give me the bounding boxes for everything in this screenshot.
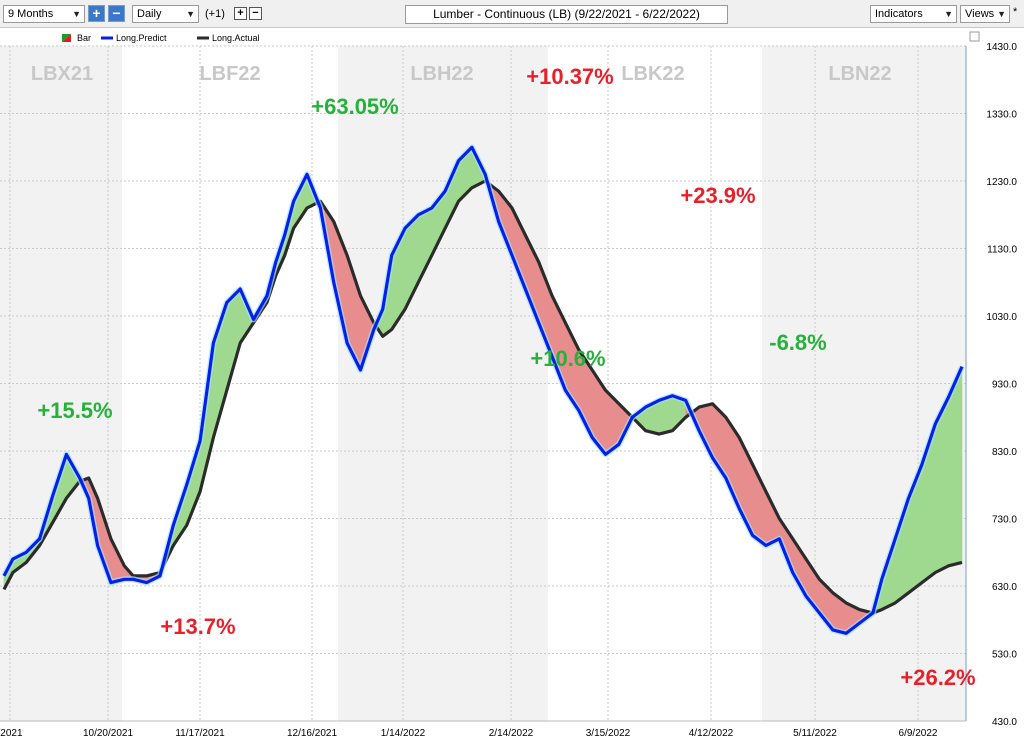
zoom-in-button[interactable]: + (88, 5, 105, 22)
gain-annotation: +23.9% (680, 183, 755, 208)
scroll-corner (969, 31, 980, 42)
chevron-down-icon: ▼ (944, 9, 953, 19)
legend: Bar Long.Predict Long.Actual (62, 33, 260, 43)
x-tick-label: 4/12/2022 (689, 728, 734, 739)
contract-label: LBH22 (410, 63, 473, 85)
zoom-out-button[interactable]: − (108, 5, 125, 22)
series-lines (1, 144, 965, 637)
offset-label: (+1) (205, 8, 225, 20)
chevron-down-icon: ▼ (997, 9, 1006, 19)
views-star: * (1013, 6, 1018, 18)
y-tick-label: 530.0 (992, 650, 1017, 661)
legend-label: Long.Predict (116, 33, 167, 43)
x-tick-label: 12/16/2021 (287, 728, 337, 739)
views-label: Views (965, 8, 995, 20)
toolbar: 9 Months ▼ + − Daily ▼ (+1) + − Lumber -… (0, 0, 1024, 28)
x-tick-label: 11/17/2021 (175, 728, 225, 739)
gain-annotation: +10.6% (530, 346, 605, 371)
long-predict-line (2, 145, 964, 635)
x-tick-label: 6/9/2022 (899, 728, 938, 739)
price-chart[interactable]: LBX21 LBF22 LBH22 LBK22 LBN22 1430.0 1330.0 12… (0, 28, 1024, 755)
y-tick-label: 1230.0 (986, 177, 1017, 188)
chevron-down-icon: ▼ (72, 9, 81, 19)
legend-label: Long.Actual (212, 33, 260, 43)
chart-title[interactable]: Lumber - Continuous (LB) (9/22/2021 - 6/… (405, 5, 728, 24)
contract-label: LBN22 (828, 63, 891, 85)
interval-select[interactable]: Daily ▼ (132, 5, 199, 23)
contract-label: LBF22 (199, 63, 260, 85)
y-tick-label: 930.0 (992, 380, 1017, 391)
legend-swatch-bar (62, 34, 71, 42)
gain-annotation: +26.2% (900, 665, 975, 690)
y-tick-label: 1430.0 (986, 42, 1017, 53)
indicators-label: Indicators (875, 8, 923, 20)
y-axis: 1430.0 1330.0 1230.0 1130.0 1030.0 930.0 830.0… (965, 31, 1017, 728)
gain-annotation: +15.5% (37, 398, 112, 423)
contract-label: LBK22 (621, 63, 684, 85)
offset-plus-button[interactable]: + (234, 7, 247, 20)
gain-annotation: -6.8% (769, 330, 826, 355)
y-tick-label: 730.0 (992, 515, 1017, 526)
x-tick-label: 2/14/2022 (489, 728, 534, 739)
chevron-down-icon: ▼ (186, 9, 195, 19)
x-tick-label: 5/11/2022 (793, 728, 837, 739)
period-value: 9 Months (8, 8, 54, 20)
contract-label: LBX21 (31, 63, 93, 85)
y-tick-label: 830.0 (992, 447, 1017, 458)
gain-annotation: +13.7% (160, 614, 235, 639)
indicators-select[interactable]: Indicators ▼ (870, 5, 957, 23)
views-select[interactable]: Views ▼ (960, 5, 1010, 23)
x-tick-label: 10/20/2021 (83, 728, 133, 739)
gain-annotation: +10.37% (526, 64, 613, 89)
legend-label: Bar (77, 33, 91, 43)
period-select[interactable]: 9 Months ▼ (3, 5, 85, 23)
x-axis: /2021 10/20/2021 11/17/2021 12/16/2021 1/14/… (0, 720, 966, 739)
interval-value: Daily (137, 8, 162, 20)
y-tick-label: 1030.0 (986, 312, 1017, 323)
y-tick-label: 1330.0 (986, 110, 1017, 121)
y-tick-label: 430.0 (992, 717, 1017, 728)
y-tick-label: 630.0 (992, 582, 1017, 593)
y-tick-label: 1130.0 (987, 245, 1017, 256)
x-tick-label: 1/14/2022 (381, 728, 426, 739)
long-actual-line (2, 179, 963, 615)
annotations: +15.5% +13.7% +63.05% +10.37% +10.6% +23.9% -6… (37, 64, 975, 690)
gain-annotation: +63.05% (311, 94, 398, 119)
x-tick-label: 3/15/2022 (586, 728, 631, 739)
offset-minus-button[interactable]: − (249, 7, 262, 20)
x-tick-label: /2021 (0, 728, 23, 739)
